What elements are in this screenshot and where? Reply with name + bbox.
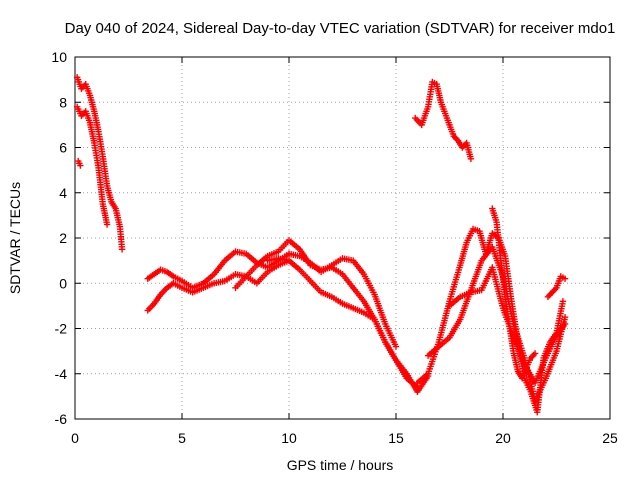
x-tick-label: 10 <box>281 430 297 446</box>
data-point <box>559 298 567 305</box>
x-tick-label: 25 <box>602 430 618 446</box>
data-point <box>103 221 111 228</box>
series-track-morning-lower <box>144 257 293 314</box>
x-tick-label: 5 <box>178 430 186 446</box>
x-tick-label: 0 <box>71 430 79 446</box>
y-tick-label: -4 <box>55 366 68 382</box>
series-track-late-rise <box>544 273 569 301</box>
data-point <box>561 313 569 321</box>
series-track-evening-b <box>414 225 567 416</box>
data-point <box>561 320 569 328</box>
x-tick-label: 20 <box>495 430 511 446</box>
y-axis-label: SDTVAR / TECUs <box>7 182 23 294</box>
data-point <box>561 275 569 282</box>
x-axis-label: GPS time / hours <box>287 457 394 473</box>
series-track-mid-wave-b <box>264 255 432 396</box>
series-track-early-descent-a <box>73 74 126 253</box>
y-tick-label: 10 <box>51 49 67 65</box>
series-track-early-descent-b <box>73 103 111 228</box>
series-track-afternoon-isolated <box>412 78 475 163</box>
data-point <box>392 343 400 350</box>
y-tick-label: 8 <box>59 94 67 110</box>
series-track-evening-d <box>489 205 539 382</box>
data-marks <box>73 74 569 416</box>
plot-frame <box>74 56 611 420</box>
y-tick-label: -6 <box>55 411 68 427</box>
axes-layer: 0 5 10 15 20 25 -6 -4 -2 0 2 4 6 8 10 <box>51 49 618 446</box>
y-tick-label: 0 <box>59 275 67 291</box>
data-point <box>467 155 475 163</box>
series-track-morning-upper <box>144 248 293 291</box>
y-tick-label: -2 <box>55 321 68 337</box>
data-point <box>531 350 539 357</box>
y-tick-label: 2 <box>59 230 67 246</box>
series-track-early-isolated <box>75 157 84 169</box>
series-track-mid-wave-c <box>285 250 400 350</box>
y-tick-label: 4 <box>59 185 67 201</box>
data-point <box>77 162 84 169</box>
chart-title: Day 040 of 2024, Sidereal Day-to-day VTE… <box>65 20 616 37</box>
data-point <box>118 246 126 253</box>
x-tick-label: 15 <box>388 430 404 446</box>
series-track-evening-a <box>424 243 569 405</box>
y-tick-label: 6 <box>59 140 67 156</box>
series-track-mid-wave-a <box>232 237 421 391</box>
